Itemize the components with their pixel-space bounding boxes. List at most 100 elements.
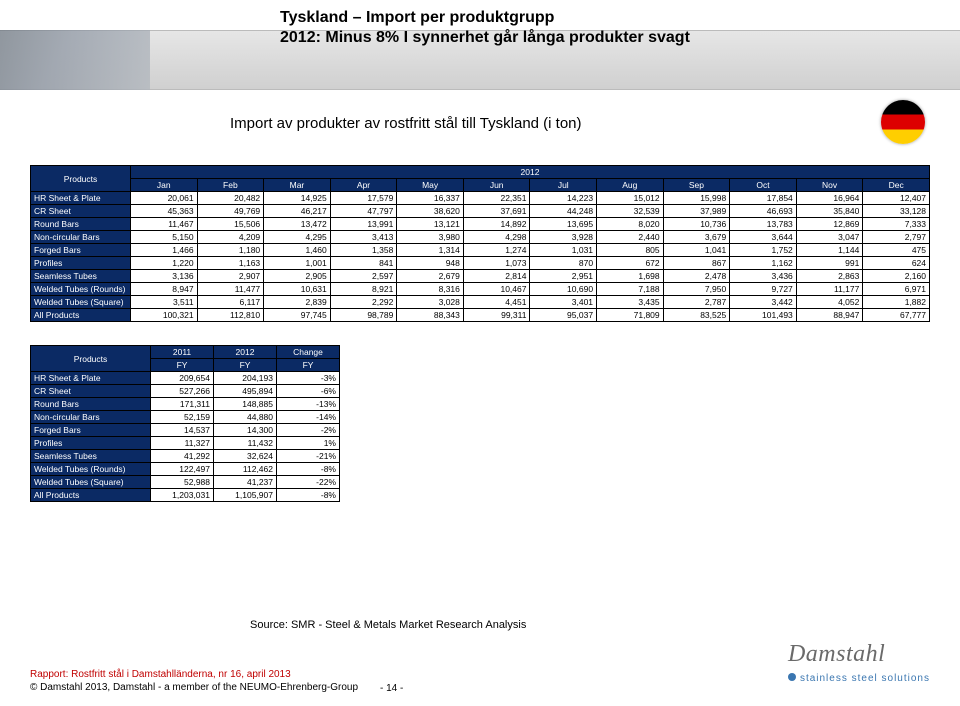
table-cell: 3,047 (796, 231, 863, 244)
table-cell: 52,159 (151, 411, 214, 424)
table-row-label: CR Sheet (31, 205, 131, 218)
table-row-label: Seamless Tubes (31, 450, 151, 463)
table-cell: 5,150 (131, 231, 198, 244)
main-table-col: Jan (131, 179, 198, 192)
table-cell: -22% (277, 476, 340, 489)
table-cell: 44,248 (530, 205, 597, 218)
summary-col-bottom: FY (277, 359, 340, 372)
table-row-label: Forged Bars (31, 424, 151, 437)
table-cell: 2,863 (796, 270, 863, 283)
summary-col-top: 2012 (214, 346, 277, 359)
table-cell: 2,679 (397, 270, 464, 283)
table-cell: 1,752 (730, 244, 797, 257)
table-cell: 37,989 (663, 205, 730, 218)
table-cell: 1,466 (131, 244, 198, 257)
table-cell: 948 (397, 257, 464, 270)
table-cell: 1,203,031 (151, 489, 214, 502)
table-cell: 3,442 (730, 296, 797, 309)
table-cell: 15,012 (597, 192, 664, 205)
table-cell: 13,783 (730, 218, 797, 231)
table-cell: 2,905 (264, 270, 331, 283)
table-cell: 11,477 (197, 283, 264, 296)
table-cell: 33,128 (863, 205, 930, 218)
germany-flag-icon (881, 100, 925, 144)
table-cell: 52,988 (151, 476, 214, 489)
table-cell: 35,840 (796, 205, 863, 218)
table-cell: 148,885 (214, 398, 277, 411)
table-cell: 46,217 (264, 205, 331, 218)
table-cell: 10,736 (663, 218, 730, 231)
table-row-label: Seamless Tubes (31, 270, 131, 283)
source-text: Source: SMR - Steel & Metals Market Rese… (250, 619, 526, 631)
table-cell: 1,105,907 (214, 489, 277, 502)
table-cell: 13,121 (397, 218, 464, 231)
table-cell: 12,869 (796, 218, 863, 231)
table-row-label: Round Bars (31, 398, 151, 411)
table-cell: 71,809 (597, 309, 664, 322)
table-cell: 32,624 (214, 450, 277, 463)
table-cell: 4,295 (264, 231, 331, 244)
table-cell: 1,314 (397, 244, 464, 257)
main-table-col: Oct (730, 179, 797, 192)
table-cell: 41,237 (214, 476, 277, 489)
table-cell: 8,921 (330, 283, 397, 296)
summary-col-bottom: FY (214, 359, 277, 372)
page-title: Tyskland – Import per produktgrupp 2012:… (280, 8, 690, 48)
table-cell: 14,892 (463, 218, 530, 231)
table-cell: 1,001 (264, 257, 331, 270)
table-cell: 3,401 (530, 296, 597, 309)
table-cell: 2,597 (330, 270, 397, 283)
title-line-1: Tyskland – Import per produktgrupp (280, 8, 690, 28)
logo-dot-icon (788, 673, 796, 681)
table-cell: 15,998 (663, 192, 730, 205)
table-cell: 11,432 (214, 437, 277, 450)
table-cell: 22,351 (463, 192, 530, 205)
table-cell: 1,162 (730, 257, 797, 270)
table-cell: 1,882 (863, 296, 930, 309)
table-cell: 17,579 (330, 192, 397, 205)
table-cell: 624 (863, 257, 930, 270)
table-cell: 10,690 (530, 283, 597, 296)
subtitle: Import av produkter av rostfritt stål ti… (230, 115, 582, 132)
table-cell: 15,506 (197, 218, 264, 231)
table-cell: 3,679 (663, 231, 730, 244)
table-cell: 101,493 (730, 309, 797, 322)
table-cell: 112,810 (197, 309, 264, 322)
table-cell: 14,223 (530, 192, 597, 205)
logo-brand: Damstahl (788, 641, 930, 668)
page-number: - 14 - (380, 683, 403, 694)
table-cell: 16,337 (397, 192, 464, 205)
table-cell: 10,467 (463, 283, 530, 296)
table-cell: 4,451 (463, 296, 530, 309)
table-cell: 527,266 (151, 385, 214, 398)
table-row-label: CR Sheet (31, 385, 151, 398)
table-cell: 3,644 (730, 231, 797, 244)
table-cell: 2,814 (463, 270, 530, 283)
table-cell: 100,321 (131, 309, 198, 322)
table-cell: 2,787 (663, 296, 730, 309)
table-cell: 7,333 (863, 218, 930, 231)
table-row-label: Profiles (31, 257, 131, 270)
table-cell: 8,020 (597, 218, 664, 231)
table-cell: 2,440 (597, 231, 664, 244)
table-cell: 209,654 (151, 372, 214, 385)
main-table-col: Mar (264, 179, 331, 192)
table-cell: 11,327 (151, 437, 214, 450)
table-row-label: Welded Tubes (Square) (31, 476, 151, 489)
table-cell: 3,413 (330, 231, 397, 244)
table-row-label: Welded Tubes (Rounds) (31, 283, 131, 296)
table-cell: -13% (277, 398, 340, 411)
table-cell: 44,880 (214, 411, 277, 424)
table-row-label: Welded Tubes (Square) (31, 296, 131, 309)
table-cell: 1,041 (663, 244, 730, 257)
main-table-col: Jul (530, 179, 597, 192)
table-cell: 49,769 (197, 205, 264, 218)
table-cell: 204,193 (214, 372, 277, 385)
table-cell: 45,363 (131, 205, 198, 218)
table-cell: 2,478 (663, 270, 730, 283)
table-cell: 83,525 (663, 309, 730, 322)
table-cell: 20,482 (197, 192, 264, 205)
table-cell: 7,188 (597, 283, 664, 296)
table-cell: 38,620 (397, 205, 464, 218)
summary-col-top: Change (277, 346, 340, 359)
